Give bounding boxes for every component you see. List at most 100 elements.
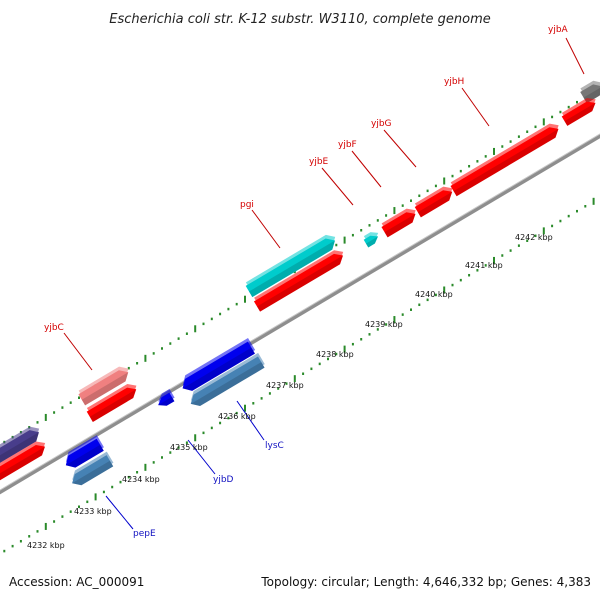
scale-tick [219, 312, 222, 316]
scale-tick [161, 456, 163, 459]
scale-tick [335, 243, 338, 247]
scale-tick [194, 325, 197, 333]
scale-tick [28, 535, 31, 538]
scale-tick [152, 461, 155, 464]
scale-tick [526, 239, 529, 242]
scale-tick [268, 392, 271, 395]
scale-tick [418, 303, 421, 307]
gene-arrow-lysC[interactable] [177, 337, 256, 394]
scale-tick [509, 140, 512, 143]
gene-arrow-yjbH[interactable] [560, 94, 600, 126]
scale-tick [44, 522, 47, 530]
gene-label-yjbG[interactable]: yjbG [371, 119, 392, 129]
gene-label-yjbC[interactable]: yjbC [44, 323, 64, 333]
scale-tick [36, 421, 39, 424]
scale-tick [102, 490, 105, 494]
gene-arrow-yjbD[interactable] [154, 389, 176, 409]
scale-tick [385, 323, 388, 326]
scale-tick [61, 406, 64, 409]
scale-tick [144, 463, 147, 471]
scale-tick [360, 229, 363, 232]
scale-tick [509, 249, 512, 252]
scale-tick [542, 227, 545, 235]
scale-tick [169, 451, 172, 454]
scale-tick [78, 505, 80, 508]
scale-tick [376, 219, 379, 222]
scale-tick [310, 367, 313, 371]
scale-tick [410, 308, 412, 311]
scale-label: 4241 kbp [465, 261, 503, 270]
accession-text: Accession: AC_000091 [9, 575, 144, 589]
scale-tick [53, 520, 56, 523]
scale-tick [484, 155, 487, 158]
gene-arrow-yjbC[interactable] [85, 380, 141, 422]
scale-tick [426, 189, 429, 193]
gene-features [0, 80, 600, 489]
scale-tick [584, 205, 587, 208]
gene-arrow-pepE[interactable] [61, 435, 106, 471]
scale-tick [36, 530, 39, 533]
gene-arrow-yjbF[interactable] [413, 183, 457, 218]
scale-tick [459, 169, 462, 173]
scale-tick [318, 362, 321, 366]
scale-tick [476, 160, 479, 163]
scale-tick [177, 446, 180, 449]
scale-tick [426, 298, 429, 302]
gene-arrow-lysC-cds[interactable] [186, 352, 266, 410]
gene-arrow-yjbG[interactable] [449, 120, 563, 197]
gene-arrow-left-forward[interactable] [0, 438, 50, 489]
scale-tick [385, 214, 388, 217]
scale-tick [592, 197, 595, 205]
scale-tick [493, 256, 495, 264]
scale-label: 4236 kbp [218, 412, 256, 421]
gene-label-pepE[interactable]: pepE [133, 529, 156, 539]
scale-tick [302, 372, 305, 375]
scale-tick [493, 147, 495, 155]
scale-tick [559, 110, 562, 114]
scale-tick [235, 302, 238, 306]
scale-tick [534, 125, 537, 129]
scale-tick [244, 295, 246, 303]
scale-tick [576, 100, 578, 104]
reverse-leaders [105, 400, 265, 530]
scale-tick [434, 184, 437, 188]
forward-leaders [63, 37, 585, 371]
scale-tick [526, 130, 529, 133]
gene-arrow-pgi[interactable] [252, 247, 347, 312]
gene-label-yjbF[interactable]: yjbF [338, 140, 357, 150]
scale-tick [443, 177, 446, 185]
scale-label: 4242 kbp [515, 233, 553, 242]
gene-label-lysC[interactable]: lysC [265, 441, 284, 451]
gene-arrow-left-dark[interactable] [0, 423, 44, 468]
gene-label-pgi[interactable]: pgi [240, 200, 254, 210]
scale-tick [434, 293, 437, 297]
scale-tick [78, 396, 80, 399]
scale-tick [551, 115, 554, 119]
scale-tick [185, 332, 188, 335]
gene-label-yjbA[interactable]: yjbA [548, 25, 569, 35]
scale-tick [368, 333, 371, 336]
scale-tick [260, 397, 263, 400]
gene-arrow-yjbE[interactable] [380, 205, 420, 238]
gene-arrow-pgi-cds[interactable] [362, 229, 382, 248]
scale-tick [351, 342, 354, 346]
scale-tick [343, 345, 346, 353]
scale-tick [443, 286, 446, 294]
scale-tick [343, 236, 346, 244]
gene-arrow-pepE-cds[interactable] [67, 451, 115, 489]
gene-label-yjbH[interactable]: yjbH [444, 77, 464, 87]
gene-arrow-pgi-cds[interactable] [244, 231, 340, 298]
scale-tick [559, 219, 562, 223]
scale-tick [368, 224, 371, 227]
scale-tick [53, 411, 56, 414]
scale-tick [227, 416, 230, 420]
scale-tick [393, 316, 396, 324]
scale-tick [94, 493, 97, 501]
scale-tick [277, 387, 280, 390]
scale-tick [219, 421, 222, 425]
scale-tick [3, 549, 6, 553]
gene-label-yjbE[interactable]: yjbE [309, 157, 329, 167]
gene-arrow-yjbC-cds[interactable] [77, 363, 133, 406]
gene-label-yjbD[interactable]: yjbD [213, 475, 234, 485]
